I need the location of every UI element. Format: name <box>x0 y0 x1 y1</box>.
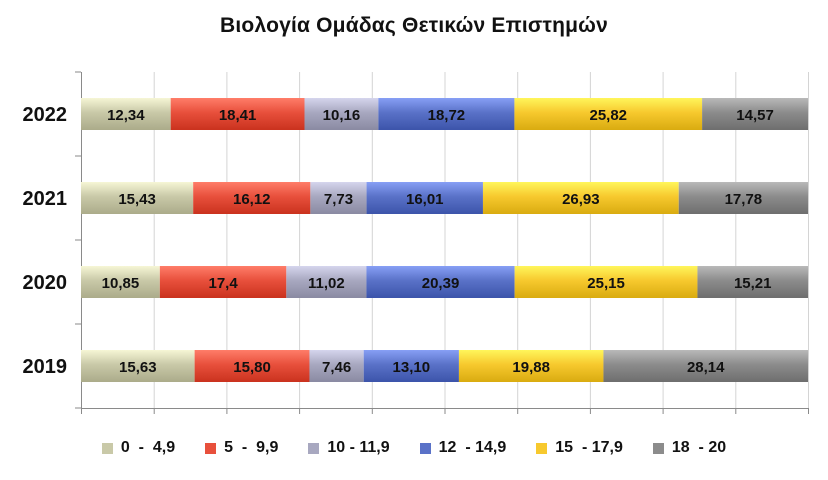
data-label: 15,43 <box>118 191 156 208</box>
legend-item: 15 - 17,9 <box>536 439 623 457</box>
category-label: 2021 <box>23 188 68 210</box>
legend-item: 5 - 9,9 <box>205 439 278 457</box>
bar-segment <box>514 98 703 130</box>
legend-swatch <box>536 442 548 454</box>
bar-segment <box>81 266 160 298</box>
bar-segment <box>363 350 459 382</box>
data-label: 15,80 <box>233 359 271 376</box>
data-label: 20,39 <box>422 275 460 292</box>
bar-segment <box>304 98 379 130</box>
bar-segment <box>378 98 515 130</box>
category-label: 2022 <box>23 104 68 126</box>
data-label: 15,21 <box>734 275 772 292</box>
chart-legend: 0 - 4,9 5 - 9,9 10 - 11,9 12 - 14,9 15 - 17,… <box>0 439 828 457</box>
bar-segment <box>309 350 364 382</box>
data-label: 10,85 <box>102 275 140 292</box>
data-label: 16,12 <box>233 191 271 208</box>
legend-swatch <box>652 442 664 454</box>
bar-segment <box>702 98 808 130</box>
bar-segment <box>697 266 808 298</box>
bar-segment <box>286 266 367 298</box>
legend-swatch <box>419 442 431 454</box>
data-label: 7,46 <box>322 359 351 376</box>
bar-segment <box>193 182 311 214</box>
legend-swatch <box>308 442 320 454</box>
legend-item: 18 - 20 <box>652 439 727 457</box>
bar-segment <box>310 182 367 214</box>
bar-segment <box>81 98 171 130</box>
bar-segment <box>366 266 515 298</box>
legend-label: 0 - 4,9 <box>120 439 176 456</box>
legend-item: 12 - 14,9 <box>419 439 507 457</box>
data-label: 16,01 <box>406 191 444 208</box>
data-label: 25,82 <box>589 107 627 124</box>
data-label: 18,41 <box>219 107 257 124</box>
legend-label: 12 - 14,9 <box>438 439 507 456</box>
bar-segment <box>81 350 195 382</box>
bar-segment <box>603 350 808 382</box>
data-label: 17,78 <box>725 191 763 208</box>
legend-swatch <box>101 442 113 454</box>
data-label: 14,57 <box>736 107 774 124</box>
data-label: 25,15 <box>587 275 625 292</box>
legend-swatch <box>205 442 217 454</box>
bar-segment <box>366 182 483 214</box>
data-label: 12,34 <box>107 107 145 124</box>
bar-segment <box>482 182 679 214</box>
legend-item: 10 - 11,9 <box>308 439 390 457</box>
bar-segment <box>514 266 698 298</box>
data-label: 11,02 <box>308 275 345 292</box>
data-label: 15,63 <box>119 359 157 376</box>
bar-segment <box>678 182 808 214</box>
bar-segment <box>194 350 310 382</box>
data-label: 26,93 <box>562 191 600 208</box>
data-label: 28,14 <box>687 359 725 376</box>
category-label: 2020 <box>23 272 68 294</box>
legend-label: 5 - 9,9 <box>224 439 279 456</box>
legend-label: 18 - 20 <box>671 439 727 456</box>
bar-segment <box>170 98 305 130</box>
bar-segment <box>81 182 194 214</box>
legend-label: 10 - 11,9 <box>327 439 390 456</box>
bar-segment <box>458 350 604 382</box>
legend-item: 0 - 4,9 <box>101 439 176 457</box>
chart-title: Βιολογία Ομάδας Θετικών Επιστημών <box>220 14 608 37</box>
data-label: 13,10 <box>393 359 431 376</box>
data-label: 10,16 <box>323 107 361 124</box>
data-label: 18,72 <box>428 107 466 124</box>
category-label: 2019 <box>23 356 68 378</box>
data-label: 17,4 <box>208 275 238 292</box>
bar-segment <box>159 266 287 298</box>
data-label: 7,73 <box>324 191 353 208</box>
data-label: 19,88 <box>512 359 550 376</box>
legend-label: 15 - 17,9 <box>555 439 623 456</box>
